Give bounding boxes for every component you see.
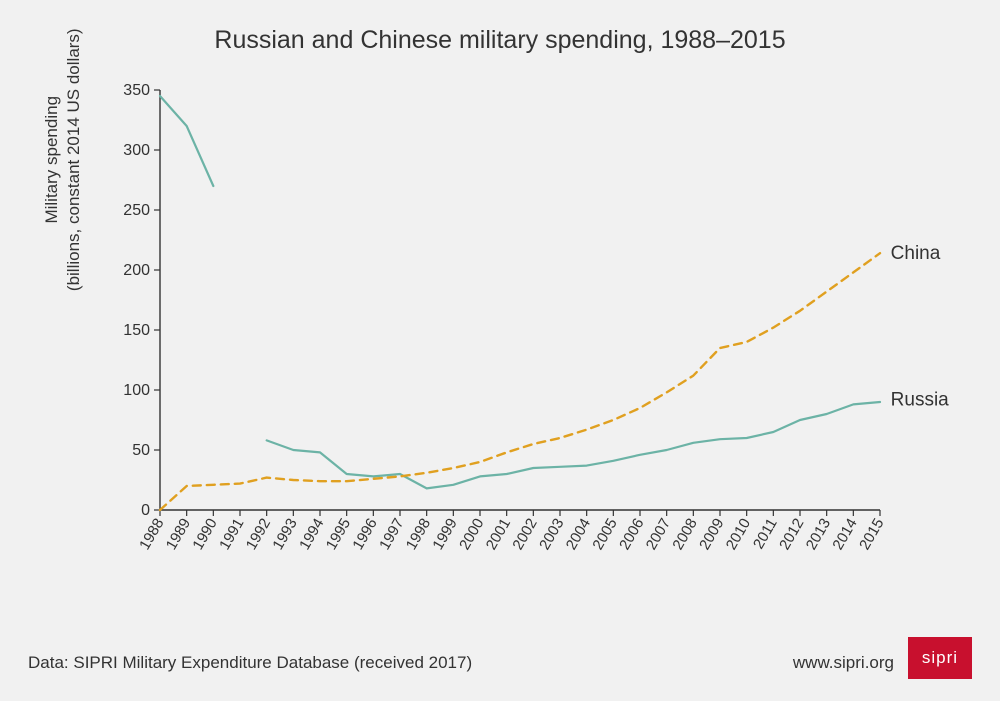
chart-svg: 0501001502002503003501988198919901991199… — [75, 80, 975, 620]
x-tick-label: 2012 — [776, 516, 807, 553]
x-tick-label: 2005 — [589, 516, 620, 553]
x-tick-label: 2011 — [750, 516, 781, 552]
x-tick-label: 2004 — [563, 516, 594, 553]
x-tick-label: 2008 — [669, 516, 700, 553]
x-tick-label: 1997 — [376, 516, 407, 553]
y-tick-label: 350 — [123, 82, 150, 99]
footer: Data: SIPRI Military Expenditure Databas… — [28, 639, 972, 679]
x-tick-label: 2013 — [803, 516, 834, 553]
x-tick-label: 1994 — [296, 516, 327, 553]
source-url: www.sipri.org — [793, 653, 894, 673]
series-label-china: China — [891, 243, 941, 264]
x-tick-label: 1995 — [323, 516, 354, 553]
x-tick-label: 1993 — [269, 516, 300, 553]
chart-container: Russian and Chinese military spending, 1… — [0, 0, 1000, 701]
x-tick-label: 1992 — [243, 516, 274, 553]
x-tick-label: 2010 — [723, 516, 754, 553]
x-tick-label: 2015 — [856, 516, 887, 553]
y-tick-label: 0 — [141, 502, 150, 519]
y-tick-label: 150 — [123, 322, 150, 339]
x-tick-label: 2002 — [509, 516, 540, 553]
chart-title: Russian and Chinese military spending, 1… — [0, 26, 1000, 55]
x-tick-label: 2000 — [456, 516, 487, 553]
x-tick-label: 2006 — [616, 516, 647, 553]
y-tick-label: 250 — [123, 202, 150, 219]
sipri-logo: sipri — [908, 637, 972, 679]
y-tick-label: 100 — [123, 382, 150, 399]
x-tick-label: 2007 — [643, 516, 674, 553]
series-russia — [267, 402, 880, 488]
x-tick-label: 2009 — [696, 516, 727, 553]
x-tick-label: 1989 — [163, 516, 194, 553]
y-tick-label: 200 — [123, 262, 150, 279]
x-tick-label: 2001 — [483, 516, 514, 553]
series-label-russia: Russia — [891, 390, 950, 411]
x-tick-label: 1990 — [189, 516, 220, 553]
data-source: Data: SIPRI Military Expenditure Databas… — [28, 653, 472, 673]
x-tick-label: 1998 — [403, 516, 434, 553]
chart-area: 0501001502002503003501988198919901991199… — [75, 80, 975, 620]
logo-text: sipri — [922, 648, 958, 668]
x-tick-label: 1991 — [216, 516, 247, 553]
series-russia — [160, 96, 213, 186]
x-tick-label: 1988 — [136, 516, 167, 553]
y-tick-label: 50 — [132, 442, 150, 459]
y-tick-label: 300 — [123, 142, 150, 159]
x-tick-label: 1996 — [349, 516, 380, 553]
x-tick-label: 2003 — [536, 516, 567, 553]
x-tick-label: 1999 — [429, 516, 460, 553]
x-tick-label: 2014 — [829, 516, 860, 553]
